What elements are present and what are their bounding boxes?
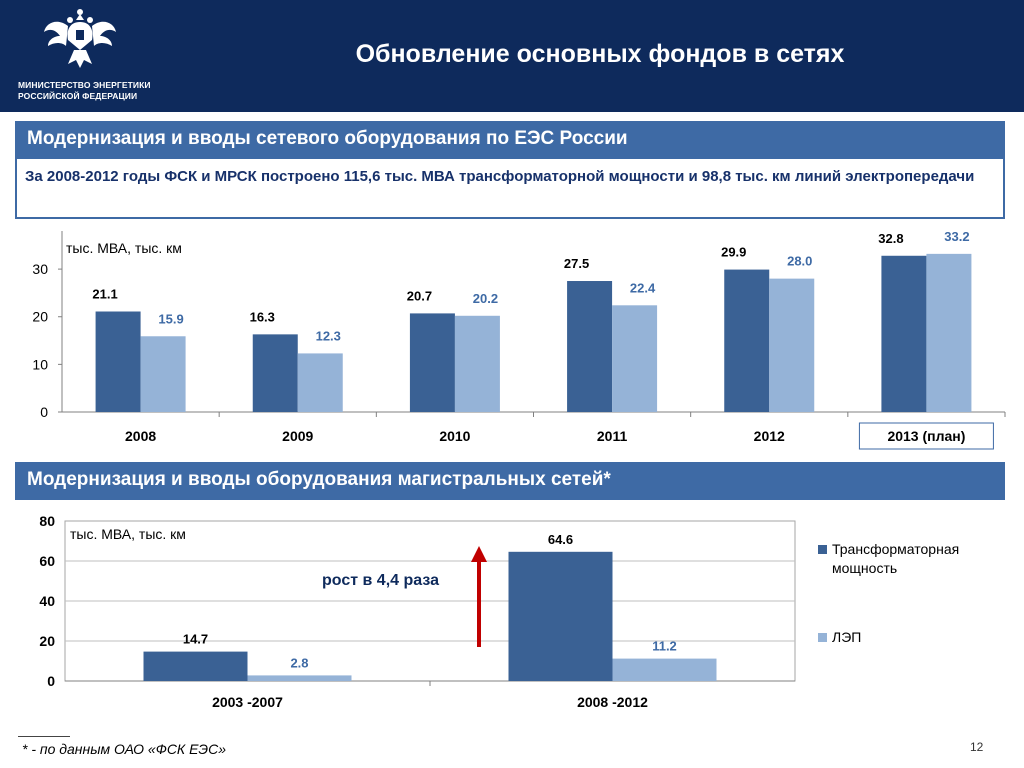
bar-series1 bbox=[724, 269, 770, 412]
data-label-series2: 28.0 bbox=[787, 254, 812, 269]
category-label: 2009 bbox=[282, 428, 313, 444]
data-label-series1: 20.7 bbox=[407, 288, 432, 303]
category-label: 2008 bbox=[125, 428, 156, 444]
bar-series2 bbox=[140, 336, 186, 412]
chart-backbone-networks: 0 20 40 60 80 тыс. МВА, тыс. км 14.7 2.8 2003 -2… bbox=[39, 513, 796, 710]
data-label-series1: 64.6 bbox=[548, 532, 573, 547]
footnote: * - по данным ОАО «ФСК ЕЭС» bbox=[22, 741, 227, 757]
header-banner: МИНИСТЕРСТВО ЭНЕРГЕТИКИ РОССИЙСКОЙ ФЕДЕР… bbox=[0, 0, 1024, 112]
y-tick-label: 20 bbox=[39, 633, 55, 649]
category-label: 2012 bbox=[754, 428, 785, 444]
section1-title: Модернизация и вводы сетевого оборудован… bbox=[27, 128, 628, 149]
y-tick-label: 80 bbox=[39, 513, 55, 529]
data-label-series1: 16.3 bbox=[250, 309, 275, 324]
y-tick-label: 60 bbox=[39, 553, 55, 569]
page-title: Обновление основных фондов в сетях bbox=[355, 40, 845, 68]
data-label-series1: 21.1 bbox=[92, 286, 117, 301]
double-headed-eagle-emblem-icon bbox=[44, 9, 116, 68]
bar-series2 bbox=[612, 305, 658, 412]
data-label-series2: 15.9 bbox=[158, 311, 183, 326]
ministry-line-2: РОССИЙСКОЙ ФЕДЕРАЦИИ bbox=[18, 91, 138, 101]
legend-label-transformer: Трансформаторная мощность bbox=[832, 541, 960, 576]
footnote-divider bbox=[18, 736, 70, 737]
data-label-series2: 11.2 bbox=[652, 639, 677, 654]
section1-bar: Модернизация и вводы сетевого оборудован… bbox=[15, 121, 1005, 157]
bar-series2 bbox=[769, 278, 815, 412]
y-tick-label: 20 bbox=[32, 309, 48, 325]
data-label-series1: 14.7 bbox=[183, 632, 208, 647]
bar-series1 bbox=[409, 313, 455, 412]
category-label: 2011 bbox=[597, 428, 628, 444]
category-box-plan bbox=[858, 422, 994, 450]
y-tick-label: 0 bbox=[40, 404, 48, 420]
y-tick-label: 30 bbox=[32, 261, 48, 277]
bar-series1 bbox=[252, 334, 298, 412]
page-number: 12 bbox=[970, 740, 984, 754]
ministry-name: МИНИСТЕРСТВО ЭНЕРГЕТИКИ РОССИЙСКОЙ ФЕДЕР… bbox=[18, 80, 151, 102]
bar-series1 bbox=[143, 651, 248, 681]
ministry-line-1: МИНИСТЕРСТВО ЭНЕРГЕТИКИ bbox=[18, 80, 151, 90]
bar-series2 bbox=[297, 353, 343, 412]
bar-series2 bbox=[926, 253, 972, 412]
bar-series1 bbox=[95, 311, 141, 412]
category-label: 2013 (план) bbox=[887, 428, 965, 444]
data-label-series1: 32.8 bbox=[878, 231, 903, 246]
section2-title: Модернизация и вводы оборудования магист… bbox=[27, 469, 611, 490]
data-label-series2: 12.3 bbox=[316, 328, 341, 343]
section2-bar: Модернизация и вводы оборудования магист… bbox=[15, 462, 1005, 500]
growth-arrow-head-icon bbox=[471, 546, 487, 562]
section1-info-box: За 2008-2012 годы ФСК и МРСК построено 1… bbox=[15, 157, 1005, 219]
data-label-series2: 2.8 bbox=[290, 655, 308, 670]
unit-label: тыс. МВА, тыс. км bbox=[66, 240, 182, 256]
chart-annual-commissioning: 0 10 20 30 тыс. МВА, тыс. км 21.1 15.9 2008 16.3… bbox=[32, 229, 1006, 450]
bar-series1 bbox=[508, 551, 613, 681]
y-tick-label: 10 bbox=[32, 356, 48, 372]
section1-info-text: За 2008-2012 годы ФСК и МРСК построено 1… bbox=[25, 168, 975, 185]
data-label-series2: 20.2 bbox=[473, 291, 498, 306]
data-label-series1: 27.5 bbox=[564, 256, 589, 271]
y-tick-label: 40 bbox=[39, 593, 55, 609]
bar-series1 bbox=[567, 281, 613, 412]
legend-swatch-lines bbox=[818, 633, 827, 642]
bar-series2 bbox=[247, 675, 352, 681]
bar-series2 bbox=[612, 658, 717, 681]
category-label: 2003 -2007 bbox=[212, 694, 283, 710]
legend-swatch-transformer bbox=[818, 545, 827, 554]
category-label: 2010 bbox=[439, 428, 470, 444]
growth-note: рост в 4,4 раза bbox=[322, 572, 439, 589]
legend-label-lines: ЛЭП bbox=[832, 629, 862, 645]
bar-series2 bbox=[454, 315, 500, 412]
data-label-series1: 29.9 bbox=[721, 245, 746, 260]
unit-label: тыс. МВА, тыс. км bbox=[70, 526, 186, 542]
y-tick-label: 0 bbox=[47, 673, 55, 689]
data-label-series2: 22.4 bbox=[630, 280, 656, 295]
data-label-series2: 33.2 bbox=[944, 229, 969, 244]
bar-series1 bbox=[881, 255, 927, 412]
category-label: 2008 -2012 bbox=[577, 694, 648, 710]
